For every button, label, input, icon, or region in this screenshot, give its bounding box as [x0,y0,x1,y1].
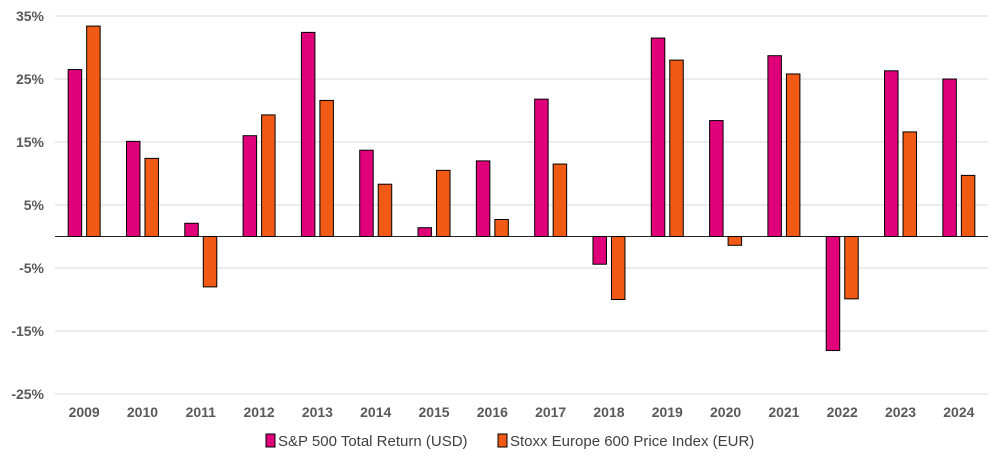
bar-sp500-2019 [650,37,666,237]
x-tick-label: 2012 [244,404,275,420]
legend-item-stoxx600: Stoxx Europe 600 Price Index (EUR) [497,433,754,450]
x-tick-label: 2016 [477,404,508,420]
bar-sp500-2024 [942,78,957,237]
bar-sp500-2009 [67,69,83,237]
bar-stoxx600-2024 [960,174,976,237]
bar-sp500-2010 [125,140,141,237]
bar-stoxx600-2017 [552,163,568,237]
bar-stoxx600-2023 [902,131,918,237]
x-axis-tick-labels: 2009 2010 2011 2012 2013 2014 2015 2016 2017 2018… [69,404,975,420]
bar-sp500-2022 [825,236,841,352]
x-tick-label: 2024 [943,404,974,420]
bar-stoxx600-2011 [202,236,218,288]
bar-sp500-2021 [767,55,782,237]
y-tick-label: -25% [11,386,44,402]
bar-stoxx600-2015 [436,169,451,238]
bar-sp500-2013 [300,31,316,237]
x-tick-label: 2014 [360,404,391,420]
x-tick-label: 2020 [710,404,741,420]
bar-stoxx600-2020 [727,236,743,246]
bar-stoxx600-2019 [669,59,684,237]
legend-swatch-sp500 [265,433,276,448]
grid-lines [55,15,988,395]
bar-sp500-2014 [359,149,374,237]
bar-stoxx600-2014 [377,183,393,238]
bar-stoxx600-2022 [844,236,859,300]
y-tick-label: -5% [19,260,44,276]
bar-sp500-2020 [709,120,724,237]
bar-stoxx600-2012 [261,114,276,237]
legend: S&P 500 Total Return (USD) Stoxx Europe … [265,433,754,450]
bar-sp500-2017 [534,98,549,237]
x-tick-label: 2013 [302,404,333,420]
y-tick-label: 35% [16,8,45,24]
legend-label-stoxx600: Stoxx Europe 600 Price Index (EUR) [510,433,754,450]
legend-label-sp500: S&P 500 Total Return (USD) [278,433,468,450]
legend-swatch-stoxx600 [497,433,508,448]
x-tick-label: 2009 [69,404,100,420]
y-tick-label: -15% [11,323,44,339]
x-tick-label: 2023 [885,404,916,420]
y-axis-tick-labels: 35% 25% 15% 5% -5% -15% -25% [11,8,44,402]
bars [67,25,976,352]
bar-stoxx600-2021 [785,73,801,237]
y-tick-label: 5% [24,197,45,213]
bar-stoxx600-2018 [610,236,626,300]
x-tick-label: 2015 [418,404,449,420]
bar-stoxx600-2009 [86,25,101,237]
x-tick-label: 2010 [127,404,158,420]
x-tick-label: 2022 [827,404,858,420]
bar-sp500-2023 [884,70,899,237]
bar-sp500-2018 [592,236,607,265]
y-tick-label: 25% [16,71,45,87]
bar-stoxx600-2013 [319,99,334,237]
bar-sp500-2015 [417,227,433,237]
x-tick-label: 2021 [768,404,799,420]
y-tick-label: 15% [16,134,45,150]
x-tick-label: 2018 [593,404,624,420]
legend-item-sp500: S&P 500 Total Return (USD) [265,433,468,450]
bar-sp500-2011 [184,222,199,238]
x-tick-label: 2011 [186,404,217,420]
x-tick-label: 2017 [535,404,566,420]
bar-sp500-2012 [242,135,258,237]
bar-sp500-2016 [475,160,491,237]
x-tick-label: 2019 [652,404,683,420]
bar-stoxx600-2010 [144,157,159,238]
bar-stoxx600-2016 [494,218,509,238]
